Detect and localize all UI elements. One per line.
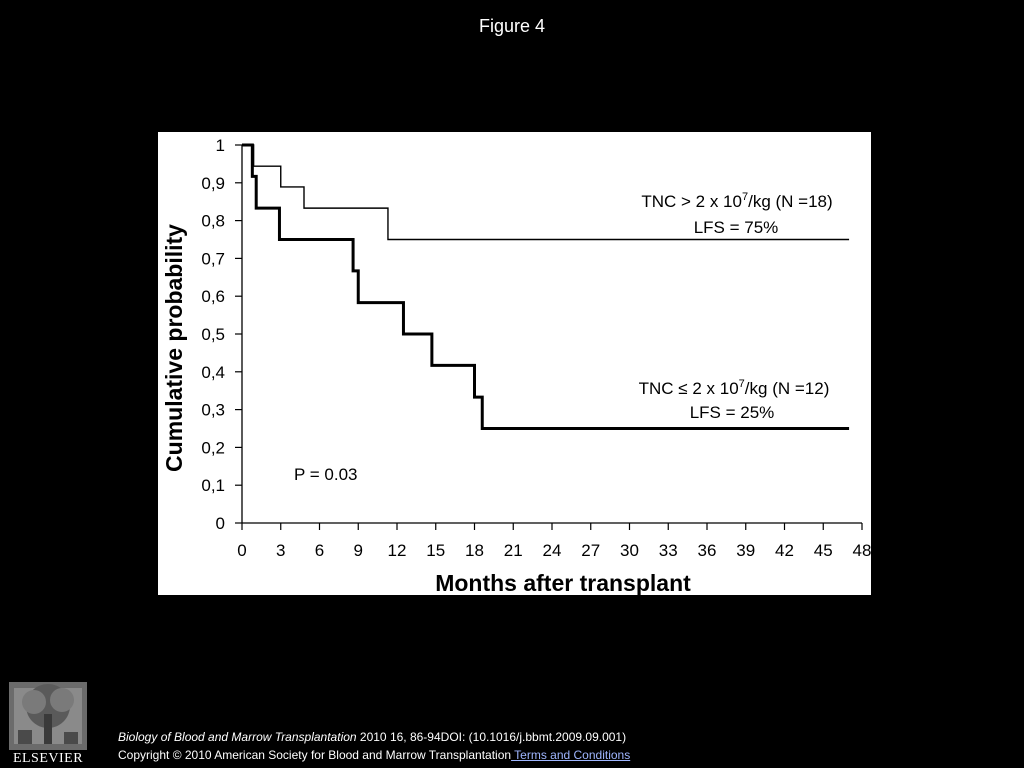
series-2-label-exponent: 7 xyxy=(739,378,745,390)
km-chart: 00,10,20,30,40,50,60,70,80,91 0 3 6 9 12 15 18… xyxy=(161,136,871,595)
x-tick-label: 18 xyxy=(465,541,484,560)
x-tick-label: 0 xyxy=(237,541,246,560)
y-tick-label: 0,9 xyxy=(201,174,225,193)
y-tick-label: 0 xyxy=(216,514,225,533)
citation-details: 2010 16, 86-94DOI: (10.1016/j.bbmt.2009.… xyxy=(356,730,627,744)
x-tick-label: 3 xyxy=(276,541,285,560)
y-tick-label: 0,2 xyxy=(201,438,225,457)
y-tick-label: 0,6 xyxy=(201,287,225,306)
y-axis: 0 0,1 0,2 0,3 0,4 0,5 0,6 0,7 0,8 0,9 1 xyxy=(201,136,243,533)
x-tick-label: 42 xyxy=(775,541,794,560)
x-tick-label: 6 xyxy=(315,541,324,560)
x-tick-label: 9 xyxy=(354,541,363,560)
x-tick-label: 30 xyxy=(620,541,639,560)
series-1-label-part-b: /kg (N =18) xyxy=(748,192,833,211)
x-tick-label: 15 xyxy=(426,541,445,560)
y-tick-label: 1 xyxy=(216,136,225,155)
x-tick-label: 39 xyxy=(736,541,755,560)
x-tick-label: 24 xyxy=(543,541,562,560)
series-1-stat: LFS = 75% xyxy=(694,218,779,237)
series-1-label-part-a: TNC > 2 x 10 xyxy=(641,192,742,211)
x-tick-label: 33 xyxy=(659,541,678,560)
series-1-label: TNC > 2 x 107/kg (N =18) xyxy=(641,191,832,211)
elsevier-tree-icon xyxy=(9,682,87,750)
x-axis-label: Months after transplant xyxy=(435,570,691,595)
x-tick-label: 36 xyxy=(698,541,717,560)
elsevier-logo xyxy=(6,680,90,766)
y-tick-label: 0,1 xyxy=(201,476,225,495)
series-2-stat: LFS = 25% xyxy=(690,403,775,422)
citation: Biology of Blood and Marrow Transplantat… xyxy=(118,730,626,744)
y-tick-label: 0,7 xyxy=(201,249,225,268)
copyright-line: Copyright © 2010 American Society for Bl… xyxy=(118,748,630,762)
y-tick-label: 0,8 xyxy=(201,212,225,231)
y-tick-label: 0,3 xyxy=(201,401,225,420)
x-tick-label: 12 xyxy=(388,541,407,560)
series-2-label: TNC ≤ 2 x 107/kg (N =12) xyxy=(639,378,830,398)
x-tick-label: 27 xyxy=(581,541,600,560)
x-tick-label: 21 xyxy=(504,541,523,560)
x-axis: 0 3 6 9 12 15 18 21 24 27 30 33 36 39 42 45 48 xyxy=(237,522,871,560)
series-1-label-exponent: 7 xyxy=(742,191,748,203)
x-tick-label: 48 xyxy=(853,541,871,560)
p-value-annotation: P = 0.03 xyxy=(294,465,358,484)
series-lines xyxy=(242,143,850,430)
y-tick-label: 0,5 xyxy=(201,325,225,344)
series-2-label-part-a: TNC ≤ 2 x 10 xyxy=(639,379,739,398)
series-2-line xyxy=(242,143,850,430)
y-axis-label: Cumulative probability xyxy=(161,224,187,472)
chart-panel: 0 0,1 0,2 0,3 0,4 0,5 0,6 0,7 0,8 0,9 1 0 3 6 9 12 15 18… xyxy=(158,132,871,595)
copyright-text: Copyright © 2010 American Society for Bl… xyxy=(118,748,512,762)
x-tick-label: 45 xyxy=(814,541,833,560)
y-tick-label: 0,4 xyxy=(201,363,225,382)
figure-title: Figure 4 xyxy=(478,16,546,36)
journal-name: Biology of Blood and Marrow Transplantat… xyxy=(118,730,357,744)
series-2-label-part-b: /kg (N =12) xyxy=(745,379,830,398)
logo-text: ELSEVIER xyxy=(12,751,84,766)
terms-and-conditions-link[interactable]: Terms and Conditions xyxy=(511,748,631,762)
